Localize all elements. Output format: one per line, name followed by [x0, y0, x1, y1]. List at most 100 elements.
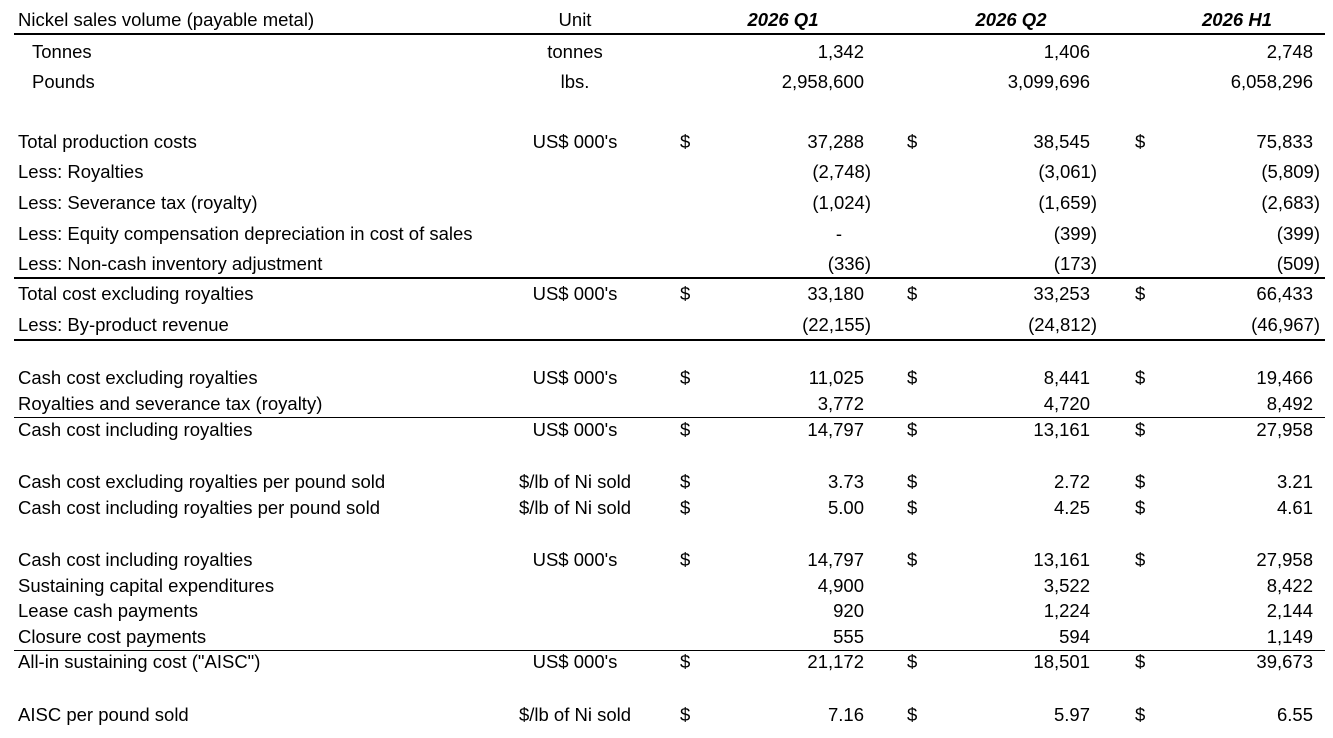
cell-value: (399)	[1053, 223, 1097, 244]
row-unit: tonnes	[547, 41, 603, 62]
cell-value: (1,024)	[812, 192, 871, 213]
currency-sign: $	[680, 704, 691, 725]
rule	[14, 417, 1325, 418]
currency-sign: $	[907, 704, 918, 725]
cell-value: 75,833	[1256, 131, 1313, 152]
row-label: Royalties and severance tax (royalty)	[18, 393, 323, 414]
row-label: Less: Royalties	[18, 161, 144, 182]
cell-value: 27,958	[1256, 549, 1313, 570]
row-unit: US$ 000's	[532, 283, 618, 304]
row-label: Less: Severance tax (royalty)	[18, 192, 258, 213]
row-label: Total cost excluding royalties	[18, 283, 254, 304]
currency-sign: $	[680, 471, 691, 492]
row-label: Cash cost including royalties	[18, 419, 253, 440]
rule	[14, 650, 1325, 651]
cell-value: 2.72	[1053, 471, 1090, 492]
cell-value: 27,958	[1256, 419, 1313, 440]
rule	[14, 33, 1325, 35]
currency-sign: $	[680, 497, 691, 518]
cell-value: 555	[833, 626, 864, 647]
cell-value: 1,224	[1043, 600, 1090, 621]
currency-sign: $	[1135, 497, 1146, 518]
currency-sign: $	[907, 131, 918, 152]
row-unit: US$ 000's	[532, 549, 618, 570]
row-label: Pounds	[32, 71, 95, 92]
cell-value: (399)	[1276, 223, 1320, 244]
row-label: AISC per pound sold	[18, 704, 189, 725]
cell-value: 3.21	[1276, 471, 1313, 492]
header-label: Nickel sales volume (payable metal)	[18, 9, 315, 30]
row-unit: $/lb of Ni sold	[518, 497, 632, 518]
cell-value: 1,406	[1043, 41, 1090, 62]
cell-value: (5,809)	[1261, 161, 1320, 182]
row-label: Cash cost including royalties per pound …	[18, 497, 380, 518]
row-label: Total production costs	[18, 131, 197, 152]
cell-value: 594	[1059, 626, 1090, 647]
cell-value: 4,900	[817, 575, 864, 596]
cell-value: 38,545	[1033, 131, 1090, 152]
currency-sign: $	[1135, 704, 1146, 725]
row-label: Cash cost excluding royalties per pound …	[18, 471, 386, 492]
cell-value: 1,149	[1266, 626, 1313, 647]
currency-sign: $	[680, 131, 691, 152]
row-label: Closure cost payments	[18, 626, 207, 647]
cell-value: (173)	[1053, 253, 1097, 274]
column-header: 2026 H1	[1202, 9, 1272, 30]
cell-value: 18,501	[1033, 651, 1090, 672]
cell-value: 21,172	[807, 651, 864, 672]
cell-value: 5.00	[827, 497, 864, 518]
cell-value: (3,061)	[1038, 161, 1097, 182]
row-unit: US$ 000's	[532, 131, 618, 152]
currency-sign: $	[1135, 367, 1146, 388]
cell-value: (336)	[827, 253, 871, 274]
header-unit: Unit	[558, 9, 592, 30]
cell-value: 14,797	[807, 549, 864, 570]
cell-value: (2,748)	[812, 161, 871, 182]
cell-value: 3,099,696	[1007, 71, 1090, 92]
row-label: Less: Equity compensation depreciation i…	[18, 223, 473, 244]
cell-value: (24,812)	[1028, 314, 1097, 335]
cell-value: 37,288	[807, 131, 864, 152]
cell-value: 66,433	[1256, 283, 1313, 304]
row-unit: lbs.	[560, 71, 590, 92]
row-label: Less: Non-cash inventory adjustment	[18, 253, 323, 274]
cell-value: (509)	[1276, 253, 1320, 274]
currency-sign: $	[907, 419, 918, 440]
currency-sign: $	[907, 497, 918, 518]
cell-value: 13,161	[1033, 419, 1090, 440]
currency-sign: $	[1135, 549, 1146, 570]
cell-value: 3.73	[827, 471, 864, 492]
row-label: Lease cash payments	[18, 600, 198, 621]
currency-sign: $	[680, 367, 691, 388]
currency-sign: $	[680, 283, 691, 304]
currency-sign: $	[1135, 419, 1146, 440]
cell-value: (46,967)	[1251, 314, 1320, 335]
cell-value: (2,683)	[1261, 192, 1320, 213]
row-unit: $/lb of Ni sold	[518, 704, 632, 725]
row-label: Tonnes	[32, 41, 92, 62]
cell-value: 6,058,296	[1230, 71, 1313, 92]
row-unit: US$ 000's	[532, 651, 618, 672]
cell-value: 2,748	[1266, 41, 1313, 62]
cell-value: 33,253	[1033, 283, 1090, 304]
row-unit: US$ 000's	[532, 367, 618, 388]
cell-value: 8,422	[1266, 575, 1313, 596]
cell-value: 19,466	[1256, 367, 1313, 388]
row-label: Cash cost including royalties	[18, 549, 253, 570]
currency-sign: $	[1135, 471, 1146, 492]
cell-value: 2,144	[1266, 600, 1313, 621]
currency-sign: $	[680, 419, 691, 440]
cell-value: (1,659)	[1038, 192, 1097, 213]
column-header: 2026 Q1	[747, 9, 819, 30]
row-label: Less: By-product revenue	[18, 314, 229, 335]
rule	[14, 277, 1325, 279]
cell-value: 8,492	[1266, 393, 1313, 414]
cell-value: 4.25	[1053, 497, 1090, 518]
cell-value: 4,720	[1043, 393, 1090, 414]
cell-value: 1,342	[817, 41, 864, 62]
currency-sign: $	[907, 651, 918, 672]
cell-value: (22,155)	[802, 314, 871, 335]
row-label: Sustaining capital expenditures	[18, 575, 275, 596]
cell-value: 4.61	[1276, 497, 1313, 518]
cell-value: 3,522	[1043, 575, 1090, 596]
